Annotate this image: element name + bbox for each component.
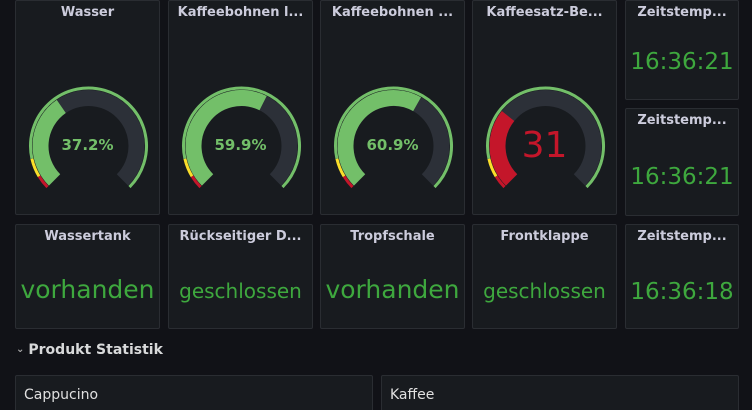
gauge-threshold-yellow (487, 158, 498, 178)
gauge-panel-kaffeebohnen-l[interactable]: Kaffeebohnen l... 59.9% (168, 0, 313, 215)
product-panel-cappucino[interactable]: Cappucino (15, 375, 373, 410)
gauge-value-arc (32, 99, 67, 186)
timestamp-panel[interactable]: Zeitstemp... 16:36:21 (625, 0, 739, 100)
status-panel-frontklappe[interactable]: Frontklappe geschlossen (472, 224, 617, 329)
panel-title: Wassertank (44, 229, 131, 244)
gauge-threshold-red (342, 175, 354, 189)
gauge-threshold-red (37, 175, 49, 189)
status-panel-rueckseitiger[interactable]: Rückseitiger D... geschlossen (168, 224, 313, 329)
gauge (182, 86, 301, 189)
panel-title: Frontklappe (500, 229, 589, 244)
status-value: vorhanden (325, 275, 460, 304)
product-panel-kaffee[interactable]: Kaffee (381, 375, 739, 410)
gauge-value: 31 (521, 125, 568, 166)
gauge-threshold-red (190, 175, 202, 189)
timestamp-panel[interactable]: Zeitstemp... 16:36:18 (625, 224, 739, 329)
gauge-threshold-green (334, 86, 453, 189)
gauge-threshold-green (29, 86, 148, 189)
panel-title: Zeitstemp... (637, 229, 727, 244)
gauge (29, 86, 148, 189)
timestamp-value: 16:36:18 (630, 279, 734, 305)
panel-title: Zeitstemp... (637, 113, 727, 128)
gauge-value: 59.9% (214, 136, 267, 154)
gauge-panel-wasser[interactable]: Wasser 37.2% (15, 0, 160, 215)
gauge-value: 37.2% (61, 136, 114, 154)
gauge-panel-kaffeesatz[interactable]: Kaffeesatz-Be... 31 (472, 0, 617, 215)
gauge (334, 86, 453, 189)
status-panel-wassertank[interactable]: Wassertank vorhanden (15, 224, 160, 329)
gauge-value-arc (489, 110, 518, 186)
timestamp-panel[interactable]: Zeitstemp... 16:36:21 (625, 108, 739, 216)
panel-title: Cappucino (24, 387, 99, 403)
gauge-threshold-green (486, 86, 605, 189)
row-title: Produkt Statistik (28, 342, 163, 358)
panel-title: Rückseitiger D... (179, 229, 302, 244)
status-panel-tropfschale[interactable]: Tropfschale vorhanden (320, 224, 465, 329)
gauge-threshold-yellow (335, 158, 346, 178)
panel-title: Kaffee (390, 387, 435, 403)
status-value: vorhanden (20, 275, 155, 304)
gauge-value-arc (337, 90, 422, 186)
panel-title: Zeitstemp... (637, 5, 727, 20)
row-collapse-toggle[interactable]: ⌄ Produkt Statistik (16, 342, 163, 358)
gauge-panel-kaffeebohnen-r[interactable]: Kaffeebohnen ... 60.9% (320, 0, 465, 215)
gauge-value-arc (185, 90, 267, 186)
gauge-value: 60.9% (366, 136, 419, 154)
panel-title: Tropfschale (350, 229, 435, 244)
gauge (486, 86, 605, 189)
gauge-threshold-green (182, 86, 301, 189)
timestamp-value: 16:36:21 (630, 164, 734, 190)
gauge-threshold-yellow (183, 158, 194, 178)
status-value: geschlossen (483, 279, 606, 303)
timestamp-value: 16:36:21 (630, 49, 734, 75)
gauge-threshold-yellow (30, 158, 41, 178)
chevron-down-icon: ⌄ (16, 343, 25, 355)
gauge-threshold-red (494, 175, 506, 189)
status-value: geschlossen (179, 279, 302, 303)
